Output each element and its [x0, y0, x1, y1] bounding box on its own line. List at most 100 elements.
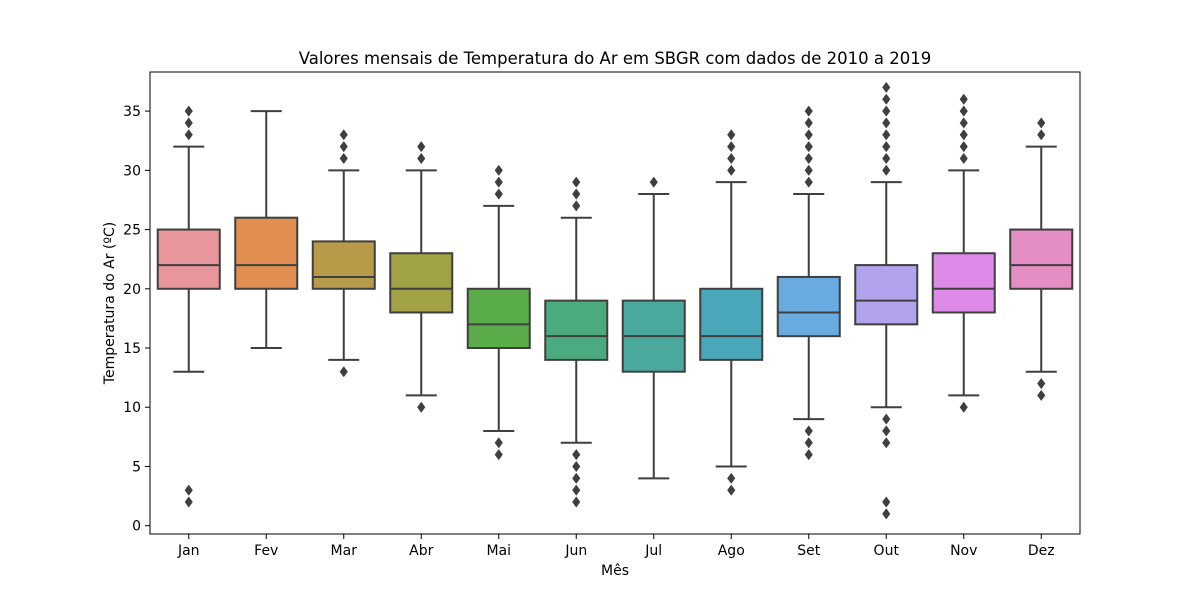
outlier-point [572, 496, 581, 508]
outlier-point [494, 449, 503, 461]
outlier-point [959, 401, 968, 413]
x-tick-label: Set [797, 543, 821, 559]
outlier-point [882, 81, 891, 94]
y-tick-label: 20 [123, 282, 141, 298]
x-tick-label: Mai [486, 543, 511, 559]
y-tick-label: 30 [123, 163, 141, 179]
outlier-point [804, 437, 813, 449]
x-tick-label: Dez [1028, 543, 1055, 559]
box-group-set [776, 105, 841, 461]
box [156, 228, 221, 290]
outlier-point [1037, 129, 1046, 141]
boxes-layer [156, 81, 1074, 520]
y-tick-label: 25 [123, 223, 141, 239]
box [776, 275, 841, 338]
x-tick-label: Out [874, 543, 900, 559]
outlier-point [959, 105, 968, 117]
outlier-point [184, 117, 193, 129]
outlier-point [494, 164, 503, 176]
outlier-point [882, 141, 891, 153]
outlier-point [882, 93, 891, 105]
x-axis-label: Mês [601, 563, 629, 579]
x-tick-label: Nov [950, 543, 977, 559]
outlier-point [417, 152, 426, 165]
box [854, 264, 919, 326]
outlier-point [572, 200, 581, 212]
outlier-point [339, 366, 348, 378]
box-group-mai [466, 164, 531, 461]
y-tick-label: 5 [132, 459, 141, 475]
x-tick-label: Jun [564, 543, 587, 559]
outlier-point [804, 152, 813, 165]
box [699, 287, 764, 361]
outlier-point [572, 449, 581, 461]
outlier-point [727, 484, 736, 496]
x-tick-label: Jan [177, 543, 200, 559]
outlier-point [727, 129, 736, 141]
chart-title: Valores mensais de Temperatura do Ar em … [299, 49, 932, 68]
outlier-point [959, 93, 968, 105]
outlier-point [882, 129, 891, 141]
outlier-point [184, 484, 193, 496]
outlier-point [649, 176, 658, 188]
outlier-point [882, 508, 891, 520]
outlier-point [572, 472, 581, 484]
y-axis: 0 5 10 15 20 25 30 35 [123, 104, 150, 535]
outlier-point [804, 141, 813, 153]
box-group-dez [1009, 117, 1074, 402]
outlier-point [1037, 377, 1046, 390]
y-tick-label: 10 [123, 400, 141, 416]
outlier-point [184, 105, 193, 117]
outlier-point [882, 152, 891, 165]
x-tick-label: Abr [409, 543, 433, 559]
plot-frame [149, 71, 1081, 535]
x-tick-label: Mar [331, 543, 358, 559]
x-axis: Jan Fev Mar Abr Mai Jun Jul Ago Set Out Nov Dez [177, 534, 1055, 559]
box-group-ago [699, 129, 764, 496]
outlier-point [959, 117, 968, 129]
x-tick-label: Ago [718, 543, 745, 559]
y-axis-label: Temperatura do Ar (ºC) [102, 222, 118, 385]
y-tick-label: 0 [132, 519, 141, 535]
box [466, 287, 531, 350]
box-group-jun [544, 176, 609, 508]
outlier-point [417, 401, 426, 413]
outlier-point [339, 129, 348, 141]
outlier-point [882, 425, 891, 437]
outlier-point [727, 152, 736, 165]
outlier-point [804, 425, 813, 437]
outlier-point [494, 188, 503, 200]
outlier-point [572, 484, 581, 496]
box [389, 252, 454, 314]
box-group-fev [234, 110, 299, 350]
y-tick-label: 35 [123, 104, 141, 120]
outlier-point [494, 437, 503, 449]
outlier-point [804, 449, 813, 461]
outlier-point [494, 176, 503, 188]
outlier-point [882, 105, 891, 117]
outlier-point [727, 164, 736, 176]
outlier-point [572, 176, 581, 188]
outlier-point [804, 176, 813, 188]
box [544, 299, 609, 361]
outlier-point [804, 129, 813, 141]
y-tick-label: 15 [123, 341, 141, 357]
outlier-point [882, 117, 891, 129]
outlier-point [959, 152, 968, 165]
box [931, 252, 996, 314]
outlier-point [727, 472, 736, 484]
outlier-point [184, 496, 193, 508]
outlier-point [882, 437, 891, 449]
box-group-mar [311, 129, 376, 378]
outlier-point [184, 129, 193, 141]
outlier-point [882, 413, 891, 425]
box-group-jul [621, 176, 686, 480]
outlier-point [882, 164, 891, 176]
x-tick-label: Fev [254, 543, 278, 559]
outlier-point [1037, 117, 1046, 129]
outlier-point [804, 164, 813, 176]
outlier-point [1037, 389, 1046, 402]
outlier-point [339, 152, 348, 165]
box-group-abr [389, 141, 454, 413]
